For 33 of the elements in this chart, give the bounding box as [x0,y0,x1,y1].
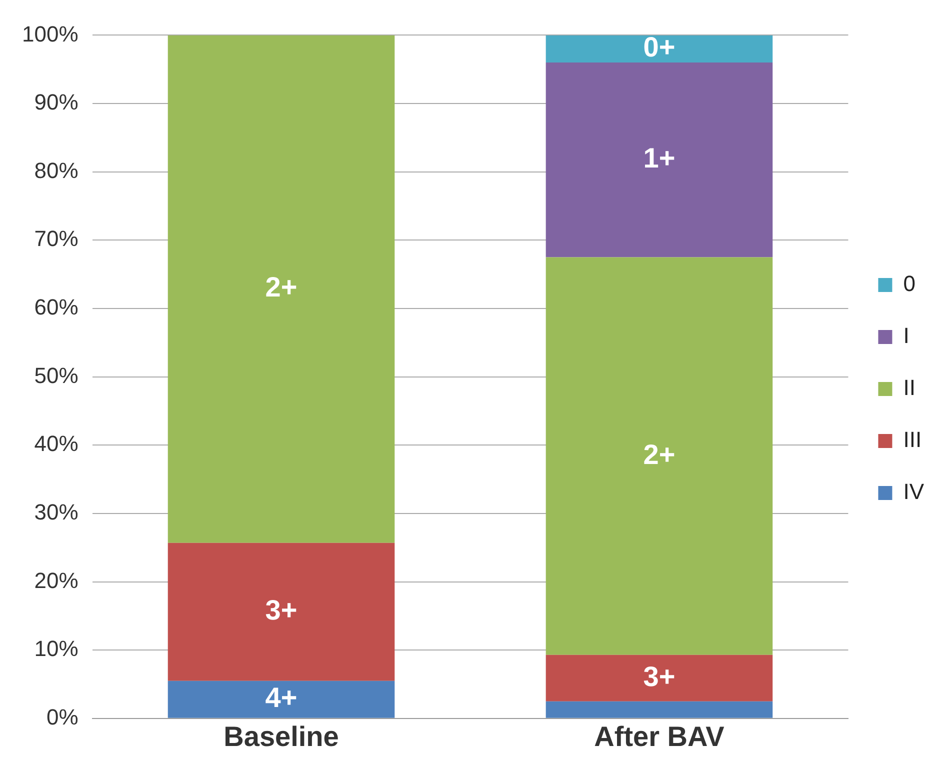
y-tick-label: 60% [34,294,78,320]
y-tick-label: 10% [34,636,78,662]
y-tick-label: 50% [34,362,78,388]
legend-label: IV [903,479,924,504]
data-label: 2+ [265,272,298,303]
y-tick-label: 30% [34,500,78,525]
y-tick-label: 80% [34,158,78,183]
data-label: 1+ [643,142,676,174]
x-tick-label: After BAV [594,720,725,752]
data-label: 3+ [265,594,298,626]
bar [546,654,773,702]
data-label: 3+ [643,660,676,692]
legend-label: III [903,427,922,452]
bar [168,542,395,681]
y-tick-label: 100% [22,21,78,46]
bar [546,35,773,63]
bar [168,680,395,718]
bar [546,257,773,655]
legend-label: I [903,323,910,348]
y-tick-label: 70% [34,226,78,252]
bar [546,701,773,718]
bar [168,35,395,543]
y-tick-label: 90% [34,90,78,115]
data-label: 2+ [643,438,676,470]
y-tick-label: 0% [46,704,78,730]
y-tick-label: 40% [34,431,78,456]
legend-label: II [903,375,916,400]
data-label: 4+ [265,682,298,714]
legend-label: 0 [903,271,916,296]
data-label: 0+ [643,32,676,63]
x-tick-label: Baseline [224,720,339,752]
bar [546,62,773,258]
y-tick-label: 20% [34,568,78,593]
